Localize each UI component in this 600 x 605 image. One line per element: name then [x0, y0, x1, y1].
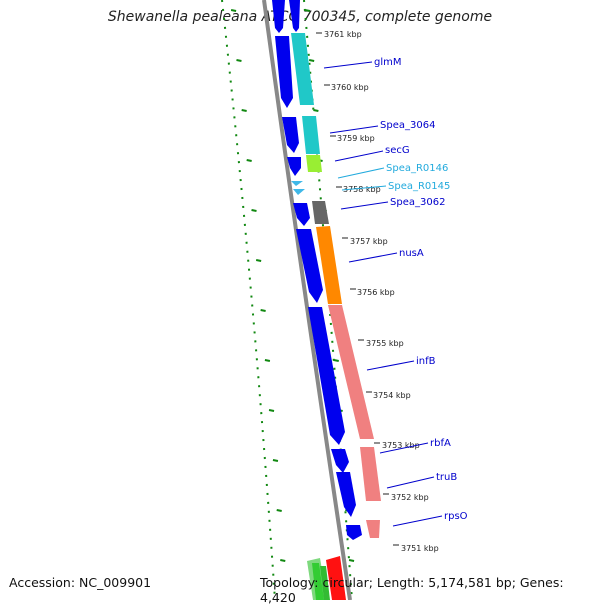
cds-arrow-rbfA[interactable] [331, 449, 349, 473]
gc-mark [260, 309, 266, 312]
gene-leader-line [379, 442, 429, 454]
gc-mark [251, 209, 257, 212]
gc-mark [308, 59, 315, 62]
gene-label-spea-r0146[interactable]: Spea_R0146 [386, 163, 448, 174]
gc-mark [304, 9, 311, 12]
cds-arrow-glmM[interactable] [275, 36, 293, 108]
cog-track [291, 33, 381, 538]
cds-arrow-truB[interactable] [336, 472, 356, 517]
bottom-ring-segments [307, 556, 346, 600]
gene-labels: glmM Spea_3064 secG Spea_R0146 Spea_R0145 Spe… [323, 57, 468, 527]
tick-label: 3760 kbp [331, 83, 369, 92]
gc-mark [230, 9, 237, 12]
gene-leader-line [348, 252, 398, 263]
gc-mark [333, 359, 339, 362]
tick-label: 3755 kbp [366, 339, 404, 348]
tick-label: 3757 kbp [350, 237, 388, 246]
gene-leader-line [329, 125, 379, 134]
cog-block-orange [316, 226, 342, 304]
trna-spea-r0145[interactable] [293, 189, 305, 195]
accession-text: Accession: NC_009901 [9, 575, 152, 590]
cog-block-salmon-2 [360, 447, 381, 501]
tick-label: 3756 kbp [357, 288, 395, 297]
cds-track [272, 0, 362, 540]
trna-track [291, 181, 305, 195]
tick-label: 3758 kbp [343, 185, 381, 194]
cds-arrow-nusA[interactable] [296, 229, 323, 303]
gene-label-spea-3062[interactable]: Spea_3062 [390, 197, 445, 208]
map-title: Shewanella pealeana ATCC 700345, complet… [107, 9, 493, 25]
cog-block-salmon-1 [328, 305, 374, 439]
tick-label: 3759 kbp [337, 134, 375, 143]
gene-label-rpso[interactable]: rpsO [444, 511, 468, 522]
trna-spea-r0146[interactable] [291, 181, 303, 186]
gc-mark [272, 459, 279, 462]
cds-arrow-secG[interactable] [287, 157, 301, 176]
gene-label-trub[interactable]: truB [436, 472, 457, 483]
gene-leader-line [334, 150, 384, 162]
gc-mark [241, 109, 247, 112]
kbp-ticks: 3761 kbp 3760 kbp 3759 kbp 3758 kbp 3757 kbp… [316, 30, 439, 553]
cog-block-cyan-1 [291, 33, 314, 105]
cds-arrow-infB[interactable] [308, 307, 345, 445]
tick-label: 3754 kbp [373, 391, 411, 400]
tick-label: 3752 kbp [391, 493, 429, 502]
gc-mark [236, 59, 242, 62]
cds-arrow-rpsO[interactable] [346, 525, 362, 540]
cog-block-grey [312, 201, 329, 224]
cds-arrow-1[interactable] [272, 0, 285, 33]
gene-label-nusa[interactable]: nusA [399, 248, 424, 259]
gene-label-spea-r0145[interactable]: Spea_R0145 [388, 181, 450, 192]
gene-label-spea-3064[interactable]: Spea_3064 [380, 120, 435, 131]
gene-label-secg[interactable]: secG [385, 145, 410, 156]
gene-leader-line [341, 185, 387, 191]
backbone-line [262, 0, 352, 600]
gene-leader-line [392, 515, 443, 527]
gc-mark [348, 559, 355, 562]
gc-mark [268, 409, 275, 412]
gc-mark [280, 559, 286, 562]
tick-label: 3751 kbp [401, 544, 439, 553]
gene-leader-line [337, 167, 385, 179]
gene-leader-line [366, 360, 415, 371]
genome-stats-text: Topology: circular; Length: 5,174,581 bp… [260, 575, 564, 605]
gc-mark [276, 509, 282, 512]
gene-label-glmm[interactable]: glmM [374, 57, 402, 68]
gene-leader-line [386, 476, 435, 489]
gc-mark [255, 259, 262, 262]
gene-label-rbfa[interactable]: rbfA [430, 438, 451, 449]
gc-mark [264, 359, 271, 362]
cog-block-salmon-3 [366, 520, 380, 538]
cds-arrow-2[interactable] [289, 0, 300, 32]
cog-block-cyan-2 [302, 116, 320, 154]
cog-block-lime [306, 155, 322, 172]
gc-mark [246, 159, 252, 162]
tick-label: 3753 kbp [382, 441, 420, 450]
gc-mark [313, 109, 319, 112]
tick-label: 3761 kbp [324, 30, 362, 39]
cds-arrow-spea3064[interactable] [282, 117, 299, 153]
gene-leader-line [323, 61, 373, 69]
gene-label-infb[interactable]: infB [416, 356, 436, 367]
gene-leader-line [340, 201, 389, 210]
cds-arrow-spea3062[interactable] [293, 203, 310, 226]
